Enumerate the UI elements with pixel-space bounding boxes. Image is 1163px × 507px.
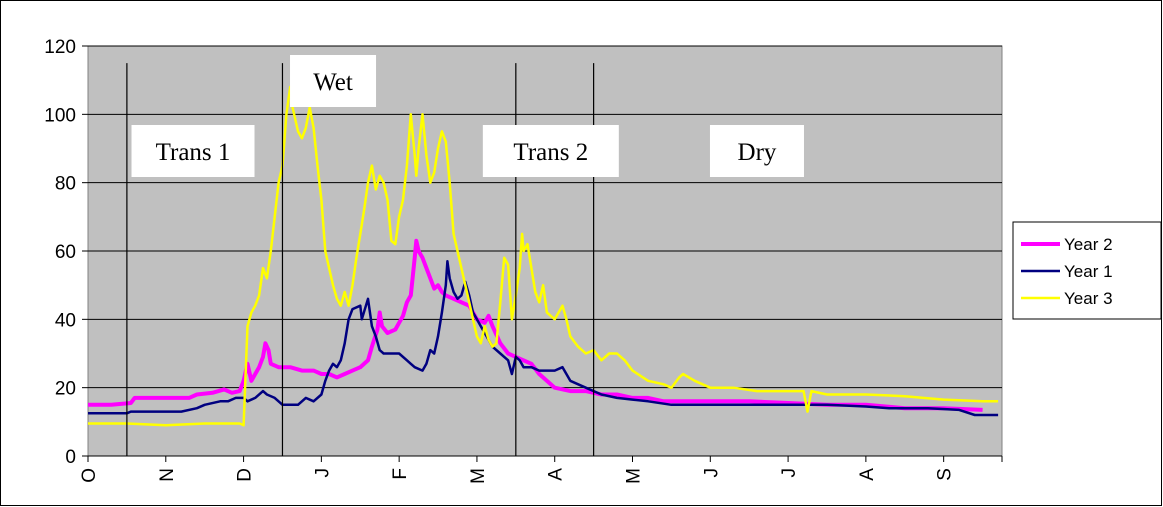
x-tick-label: J	[701, 468, 722, 478]
legend-label: Year 3	[1064, 289, 1113, 308]
period-label-trans-2: Trans 2	[482, 125, 619, 177]
x-tick-label: S	[935, 468, 956, 481]
y-tick-label: 0	[65, 447, 76, 468]
y-tick-label: 60	[55, 242, 76, 263]
period-label-box	[131, 125, 255, 177]
series-line-year-3	[88, 85, 999, 427]
series-line-year-1	[88, 260, 999, 417]
x-tick-label: D	[235, 468, 256, 482]
x-tick-label: M	[468, 468, 489, 484]
legend-label: Year 1	[1064, 262, 1113, 281]
period-label-box	[482, 125, 619, 177]
series-line-year-2	[88, 238, 983, 412]
x-tick-label: F	[390, 468, 411, 480]
period-label-text: Wet	[313, 69, 353, 96]
x-tick-label: N	[157, 468, 178, 482]
x-tick-label: A	[857, 468, 878, 481]
legend-item: Year 2	[1021, 235, 1113, 254]
y-tick-label: 40	[55, 310, 76, 331]
legend-item: Year 1	[1021, 262, 1113, 281]
period-label-wet: Wet	[290, 55, 377, 107]
y-tick-label: 20	[55, 379, 76, 400]
period-label-box	[290, 55, 377, 107]
y-tick-label: 120	[44, 37, 76, 58]
period-label-text: Dry	[738, 139, 777, 166]
x-tick-label: J	[779, 468, 800, 478]
y-tick-label: 100	[44, 105, 76, 126]
y-tick-label: 80	[55, 174, 76, 195]
x-tick-label: M	[624, 468, 645, 484]
period-label-trans-1: Trans 1	[131, 125, 255, 177]
legend-label: Year 2	[1064, 235, 1113, 254]
period-label-dry: Dry	[709, 125, 804, 177]
period-label-box	[709, 125, 804, 177]
legend-item: Year 3	[1021, 289, 1113, 308]
x-tick-label: J	[312, 468, 333, 478]
period-label-text: Trans 1	[156, 139, 231, 166]
x-tick-label: O	[79, 468, 100, 483]
legend: Year 2 Year 1 Year 3	[1012, 221, 1162, 320]
x-tick-label: A	[546, 468, 567, 481]
period-label-text: Trans 2	[513, 139, 588, 166]
